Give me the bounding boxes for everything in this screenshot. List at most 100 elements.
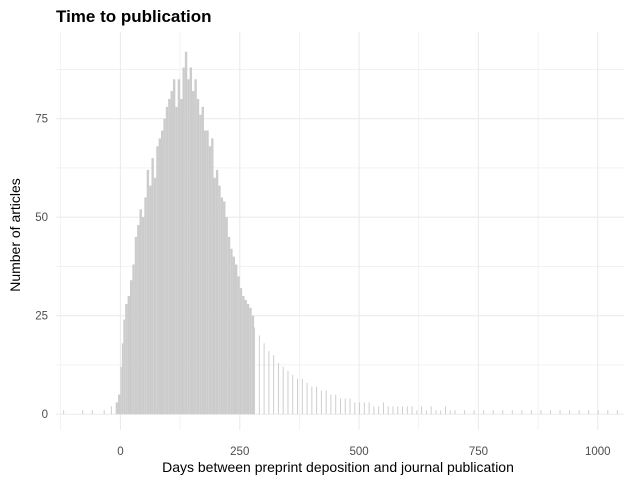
histogram-bar [170,91,173,415]
histogram-bar [234,264,238,415]
histogram-bar [125,303,128,415]
histogram-bar [597,410,599,415]
histogram-bar [118,394,121,415]
histogram-bar [187,79,190,415]
histogram-bar [123,319,126,415]
histogram-bar [492,410,494,415]
histogram-bar [139,209,142,415]
histogram-bar [121,343,124,415]
histogram-bar [349,398,351,415]
histogram-bar [392,406,394,415]
histogram-bar [287,370,289,415]
histogram-bar [244,299,247,415]
histogram-bar [227,236,231,415]
histogram-bars [63,51,618,415]
histogram-bar [246,303,250,415]
histogram-bar [530,410,532,415]
x-axis-title: Days between preprint deposition and jou… [162,459,514,475]
histogram-bar [151,158,154,415]
histogram-bar [254,327,256,415]
histogram-bar [416,410,418,415]
y-tick-label: 0 [42,409,48,421]
histogram-bar [134,236,138,415]
x-tick-label: 750 [469,446,488,458]
histogram-bar [425,410,427,415]
histogram-bar [454,410,456,415]
histogram-bar [156,146,159,415]
histogram-bar [449,410,451,415]
histogram-bar [344,398,346,415]
histogram-bar [223,201,226,415]
histogram-bar [473,410,475,415]
histogram-bar [196,98,200,415]
histogram-bar [194,79,197,415]
histogram-bar [158,138,162,415]
histogram-bar [129,280,133,415]
histogram-bar [203,130,207,415]
histogram-bar [282,366,284,415]
histogram-bar [445,406,446,415]
x-tick-label: 500 [349,446,368,458]
histogram-bar [206,130,209,415]
histogram-bar [297,378,298,415]
histogram-bar [199,114,202,415]
histogram-bar [172,79,176,415]
histogram-bar [340,398,341,415]
histogram-bar [149,185,152,415]
histogram-bar [141,217,145,415]
histogram-bar [208,146,212,415]
histogram-bar [215,169,219,415]
histogram-bar [387,406,389,415]
histogram-bar [184,51,188,415]
histogram-bar [311,386,313,415]
histogram-bar [306,382,308,415]
histogram-bar [218,185,221,415]
histogram-bar [211,138,214,415]
histogram-bar [103,410,105,415]
histogram-bar [440,410,442,415]
histogram-bar [607,410,609,415]
histogram-bar [435,410,437,415]
histogram-bar [588,410,590,415]
histogram-bar [127,296,130,415]
histogram-bar [359,402,361,415]
histogram-bar [273,355,275,415]
histogram-bar [511,410,513,415]
histogram-bar [277,363,279,415]
histogram-bar [316,386,318,415]
chart-title: Time to publication [56,7,212,26]
histogram-bar [242,296,245,415]
histogram-bar [177,79,181,415]
histogram-bar [301,378,303,415]
histogram-bar [239,288,243,415]
histogram-bar [201,106,204,415]
histogram-bar [483,410,485,415]
histogram-bar [559,410,561,415]
histogram-bar [220,197,224,415]
y-tick-label: 50 [35,212,48,224]
histogram-bar [268,351,270,415]
histogram-bar [180,98,183,415]
histogram-bar [137,225,140,415]
y-tick-label: 25 [35,311,48,323]
histogram-bar [406,406,408,415]
histogram-bar [110,406,112,415]
x-tick-label: 0 [117,446,123,458]
histogram-bar [421,406,423,415]
histogram-bar [144,197,147,415]
histogram-bar [382,402,384,415]
histogram-bar [168,98,171,415]
histogram-bar [263,343,265,415]
histogram-bar [82,410,84,415]
histogram-bar [120,366,122,415]
x-tick-label: 1000 [585,446,611,458]
histogram-bar [192,91,195,415]
histogram-bar [175,106,178,415]
histogram-bar [402,406,404,415]
histogram-bar [330,394,332,415]
y-axis-tick-labels: 0 25 50 75 [35,114,48,422]
histogram-bar [578,410,580,415]
histogram-bar [354,402,356,415]
histogram-bar [251,315,255,415]
